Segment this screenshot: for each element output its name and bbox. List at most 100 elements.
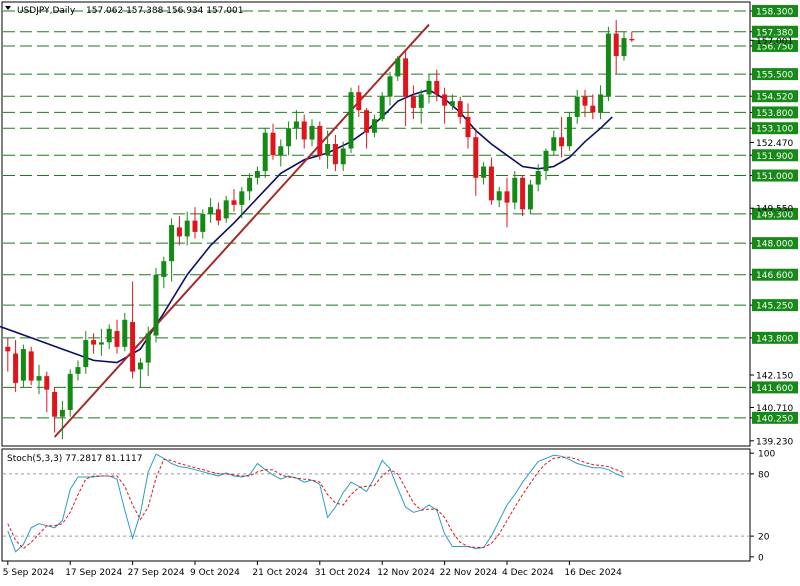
candle-body [208,207,214,214]
candle-body [106,328,112,343]
candle [5,337,11,372]
candle [527,180,533,214]
trend-line-segment[interactable] [53,23,430,438]
candle [200,209,206,239]
candle-body [247,177,253,192]
candle [371,114,377,138]
candle-body [621,38,627,57]
price-tick-label: 141.600 [756,384,793,394]
candle [605,26,611,102]
price-tick-label: 158.300 [756,8,793,18]
candle-body [130,322,136,372]
candle-body [348,92,354,149]
time-tick-label: 21 Oct 2024 [252,568,308,578]
candle [122,313,128,352]
candle-body [309,125,315,140]
candle-body [83,340,89,368]
price-level-badge [752,381,798,394]
candle [301,114,307,149]
candle [192,207,198,239]
stochastic-signal-line [7,456,625,550]
candle [520,175,526,217]
candle-body [340,148,346,165]
candle-body [262,132,268,172]
candle-body [449,101,455,106]
candle-body [114,331,120,347]
candle [36,364,42,395]
stochastic-tick-label: 80 [758,470,770,480]
candle [13,340,19,392]
symbol-dropdown-icon[interactable] [5,6,11,10]
candle [488,157,494,205]
candle [629,31,635,42]
candle-body [527,184,533,210]
candle [91,333,97,354]
candle [449,94,455,111]
candle [309,119,315,147]
candle-body [520,177,526,210]
price-level-badge [752,237,798,250]
candle [551,130,557,156]
time-tick-label: 9 Oct 2024 [190,568,240,578]
candle-body [473,137,479,178]
time-tick-label: 27 Sep 2024 [128,568,185,578]
candle-body [223,200,229,219]
candle [293,110,299,140]
price-tick-label: 153.800 [756,109,793,119]
candle-body [457,101,463,117]
candle-body [442,94,448,106]
candle [395,56,401,81]
price-level-badge [752,68,798,81]
time-tick-label: 31 Oct 2024 [315,568,371,578]
candle-body [293,121,299,129]
candle-body [122,319,128,347]
candle-body [395,58,401,77]
price-tick-label: 140.710 [756,404,793,414]
candle-body [426,80,432,95]
candle-body [91,340,97,345]
candle-body [574,96,580,117]
candle-body [496,191,502,201]
candle [613,20,619,75]
candles [5,20,635,440]
candle [387,71,393,106]
candle-body [169,225,175,262]
price-tick-label: 157.001 [756,37,793,47]
symbol-label: USDJPY,Daily [17,6,76,16]
candle-body [379,96,385,120]
candle [465,103,471,149]
candle-body [137,362,143,370]
candle-body [364,110,370,133]
candle [598,85,604,120]
candle [215,202,221,226]
candle [504,177,510,228]
candle-body [239,191,245,205]
candle-body [590,105,596,113]
candle-body [613,33,619,57]
price-level-badge [752,39,798,52]
price-tick-label: 153.100 [756,125,793,135]
candle [442,87,448,124]
candle-body [325,143,331,156]
candle-body [387,76,393,97]
stochastic-tick-label: 100 [758,450,775,460]
stochastic-tick-label: 20 [758,533,770,543]
chart-header: USDJPY,Daily 157.062 157.388 156.934 157… [5,6,243,16]
price-tick-label: 155.500 [756,71,793,81]
candle-body [512,177,518,203]
candle-body [20,349,26,381]
candle-body [176,227,182,237]
candle [356,85,362,117]
candle-body [356,92,362,111]
time-tick-label: 17 Sep 2024 [65,568,122,578]
candle [247,173,253,201]
candle [543,148,549,181]
price-tick-label: 143.800 [756,334,793,344]
candle-body [231,200,237,205]
stochastic-pane-frame [1,448,751,562]
price-tick-label: 142.150 [756,372,793,382]
candle [130,281,136,379]
candle-body [28,351,34,381]
